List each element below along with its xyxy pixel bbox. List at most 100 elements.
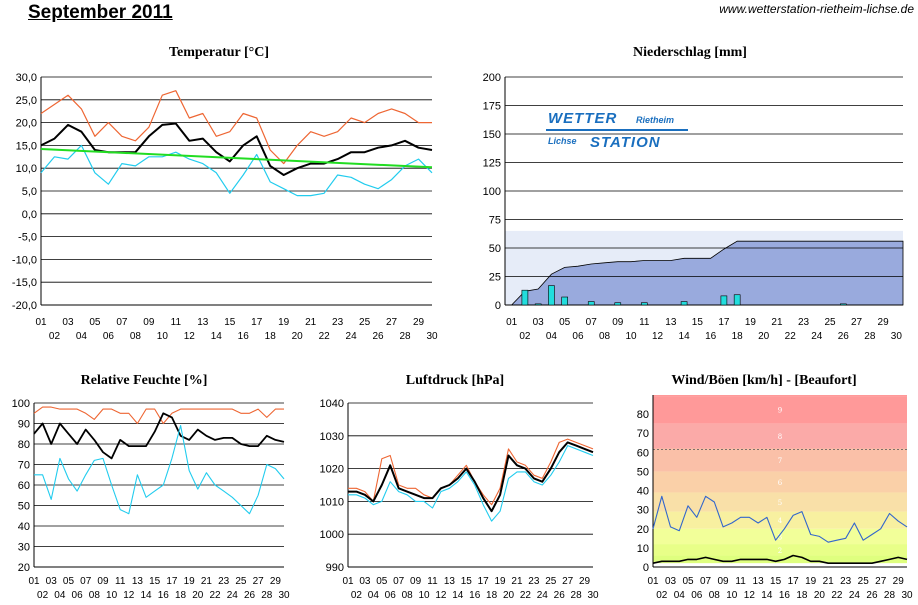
wind-x-tick: 29 bbox=[893, 576, 905, 587]
temperature-x-tick: 30 bbox=[426, 331, 438, 342]
precipitation-x-tick: 27 bbox=[851, 317, 863, 328]
wind-beaufort-label: 5 bbox=[778, 499, 782, 507]
precipitation-x-tick: 12 bbox=[652, 331, 664, 342]
precipitation-x-tick: 17 bbox=[718, 317, 730, 328]
precipitation-y-tick: 25 bbox=[489, 272, 501, 284]
temperature-x-tick: 29 bbox=[413, 317, 425, 328]
wind-x-tick: 14 bbox=[761, 590, 773, 601]
wind-chart: Wind/Böen [km/h] - [Beaufort] 9876543280… bbox=[637, 373, 913, 601]
pressure-mean-line bbox=[348, 441, 594, 513]
humidity-x-tick: 17 bbox=[166, 576, 178, 587]
pressure-x-tick: 27 bbox=[562, 576, 574, 587]
precipitation-title: Niederschlag [mm] bbox=[633, 45, 747, 60]
precipitation-x-tick: 23 bbox=[798, 317, 810, 328]
wind-beaufort-band bbox=[653, 395, 907, 397]
wind-beaufort-label: 9 bbox=[778, 406, 782, 414]
wind-y-tick: 50 bbox=[637, 466, 649, 478]
precipitation-bar bbox=[561, 296, 569, 306]
wind-x-tick: 30 bbox=[901, 590, 913, 601]
pressure-x-tick: 13 bbox=[444, 576, 456, 587]
humidity-x-tick: 03 bbox=[46, 576, 58, 587]
temperature-y-tick: -20,0 bbox=[12, 300, 37, 312]
pressure-x-tick: 20 bbox=[503, 590, 515, 601]
humidity-x-tick: 22 bbox=[209, 590, 221, 601]
wind-x-tick: 20 bbox=[814, 590, 826, 601]
wind-mean-line bbox=[652, 554, 908, 565]
logo-place-lichse: Lichse bbox=[548, 136, 577, 146]
humidity-x-tick: 27 bbox=[253, 576, 265, 587]
page-title: September 2011 bbox=[28, 2, 173, 23]
humidity-y-tick: 90 bbox=[18, 419, 30, 431]
precipitation-x-tick: 18 bbox=[732, 331, 744, 342]
wind-beaufort-label: 6 bbox=[778, 479, 783, 487]
precipitation-bar bbox=[521, 289, 529, 306]
pressure-x-tick: 22 bbox=[520, 590, 532, 601]
temperature-x-tick: 03 bbox=[62, 317, 74, 328]
temperature-x-tick: 14 bbox=[211, 331, 223, 342]
wind-x-tick: 05 bbox=[682, 576, 694, 587]
wind-title: Wind/Böen [km/h] - [Beaufort] bbox=[671, 373, 856, 388]
wind-beaufort-band bbox=[653, 448, 907, 472]
pressure-y-tick: 990 bbox=[326, 562, 344, 574]
temperature-x-tick: 13 bbox=[197, 317, 209, 328]
wind-x-tick: 09 bbox=[718, 576, 730, 587]
humidity-y-tick: 40 bbox=[18, 521, 30, 533]
humidity-x-tick: 16 bbox=[158, 590, 170, 601]
pressure-x-tick: 24 bbox=[537, 590, 549, 601]
station-logo: WETTER Rietheim Lichse STATION bbox=[546, 110, 688, 151]
humidity-x-tick: 20 bbox=[192, 590, 204, 601]
pressure-x-tick: 06 bbox=[385, 590, 397, 601]
wind-x-tick: 15 bbox=[770, 576, 782, 587]
pressure-x-tick: 19 bbox=[495, 576, 507, 587]
temperature-x-tick: 17 bbox=[251, 317, 263, 328]
pressure-x-tick: 23 bbox=[528, 576, 540, 587]
pressure-x-tick: 29 bbox=[579, 576, 591, 587]
pressure-x-tick: 12 bbox=[435, 590, 447, 601]
humidity-x-tick: 23 bbox=[218, 576, 230, 587]
wind-beaufort-label: 3 bbox=[778, 533, 782, 541]
humidity-mean-line bbox=[33, 412, 285, 460]
wind-beaufort-band bbox=[653, 471, 907, 493]
precipitation-x-tick: 13 bbox=[665, 317, 677, 328]
precipitation-x-tick: 19 bbox=[745, 317, 757, 328]
humidity-x-tick: 04 bbox=[54, 590, 66, 601]
humidity-y-tick: 30 bbox=[18, 542, 30, 554]
humidity-x-tick: 15 bbox=[149, 576, 161, 587]
precipitation-cumulative-area bbox=[505, 240, 904, 306]
logo-word-wetter: WETTER bbox=[548, 110, 617, 127]
temperature-x-tick: 23 bbox=[332, 317, 344, 328]
humidity-x-tick: 24 bbox=[227, 590, 239, 601]
precipitation-x-tick: 21 bbox=[771, 317, 783, 328]
temperature-x-tick: 24 bbox=[346, 331, 358, 342]
pressure-x-tick: 07 bbox=[393, 576, 405, 587]
wind-x-tick: 19 bbox=[805, 576, 817, 587]
wind-beaufort-label: 4 bbox=[778, 517, 783, 525]
precipitation-x-tick: 07 bbox=[586, 317, 598, 328]
humidity-x-tick: 13 bbox=[132, 576, 144, 587]
wind-x-tick: 21 bbox=[823, 576, 835, 587]
precipitation-y-tick: 200 bbox=[483, 72, 501, 84]
pressure-x-tick: 14 bbox=[452, 590, 464, 601]
precipitation-y-tick: 175 bbox=[483, 101, 501, 113]
humidity-x-tick: 28 bbox=[261, 590, 273, 601]
humidity-max-line bbox=[33, 406, 284, 425]
precipitation-x-tick: 11 bbox=[639, 317, 650, 328]
pressure-chart: Luftdruck [hPa] 104010301020101010009900… bbox=[320, 373, 599, 601]
wind-gusts-line bbox=[652, 495, 908, 543]
pressure-title: Luftdruck [hPa] bbox=[406, 373, 504, 388]
site-url[interactable]: www.wetterstation-rietheim-lichse.de bbox=[719, 2, 914, 16]
humidity-y-tick: 100 bbox=[12, 398, 30, 410]
humidity-x-tick: 12 bbox=[123, 590, 135, 601]
wind-y-tick: 80 bbox=[637, 409, 649, 421]
wind-x-tick: 23 bbox=[840, 576, 852, 587]
wind-beaufort-band bbox=[653, 396, 907, 424]
temperature-min-line bbox=[40, 144, 433, 197]
pressure-y-tick: 1010 bbox=[320, 496, 344, 508]
pressure-x-tick: 05 bbox=[376, 576, 388, 587]
pressure-x-tick: 28 bbox=[571, 590, 583, 601]
precipitation-bar bbox=[640, 302, 648, 306]
temperature-y-tick: 20,0 bbox=[16, 118, 37, 130]
wind-y-tick: 10 bbox=[637, 543, 649, 555]
temperature-x-tick: 04 bbox=[76, 331, 88, 342]
